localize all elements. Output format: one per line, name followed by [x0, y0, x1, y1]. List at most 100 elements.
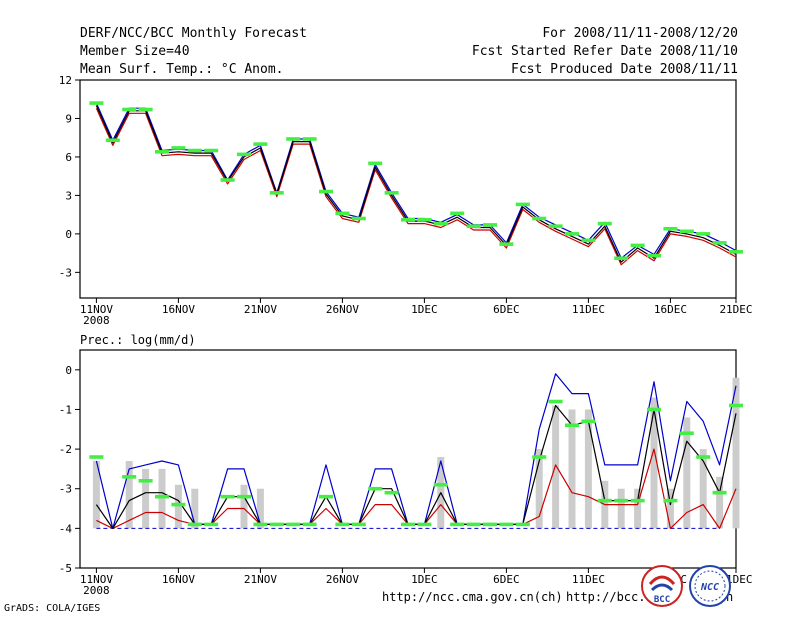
precip-bar — [256, 488, 264, 529]
marker-dash — [319, 189, 333, 194]
y-tick-label: -4 — [59, 522, 73, 535]
marker-dash — [532, 216, 547, 221]
x-tick-label: 1DEC — [411, 303, 438, 316]
x-tick-label: 1DEC — [411, 573, 438, 586]
marker-dash — [597, 498, 612, 503]
marker-dash — [269, 191, 284, 195]
precip-bar — [584, 409, 592, 529]
marker-dash — [89, 455, 104, 459]
marker-dash — [384, 191, 399, 195]
marker-dash — [302, 522, 317, 527]
plot-frame — [79, 349, 737, 569]
marker-dash — [302, 137, 317, 141]
marker-dash — [204, 522, 219, 527]
marker-dash — [499, 522, 514, 527]
marker-dash — [138, 479, 153, 483]
precip-bar — [650, 397, 658, 529]
plot-frame — [79, 79, 737, 299]
logos: BCC NCC — [641, 565, 731, 607]
precip-bar — [174, 484, 182, 529]
x-tick-label: 11DEC — [572, 573, 605, 586]
x-tick-label: 6DEC — [493, 303, 520, 316]
marker-dash — [696, 455, 711, 459]
variable-label: Mean Surf. Temp.: °C Anom. — [80, 62, 284, 77]
marker-dash — [417, 522, 432, 527]
marker-dash — [515, 202, 530, 207]
marker-dash — [614, 256, 629, 261]
marker-dash — [712, 490, 727, 495]
marker-dash — [630, 498, 645, 503]
marker-dash — [647, 253, 661, 258]
marker-dash — [105, 138, 120, 143]
x-tick-label: 11NOV — [80, 573, 113, 586]
precip-bar — [535, 449, 543, 529]
x-tick-label: 16DEC — [654, 303, 687, 316]
precip-bar — [240, 484, 248, 529]
marker-dash — [187, 148, 202, 153]
marker-dash — [581, 419, 596, 424]
y-tick-label: 12 — [59, 74, 72, 87]
marker-dash — [286, 137, 301, 141]
marker-dash — [729, 250, 743, 254]
series-mean-line — [95, 105, 737, 263]
forecast-started: Fcst Started Refer Date 2008/11/10 — [471, 44, 738, 59]
ncc-url[interactable]: http://ncc.cma.gov.cn(ch) — [382, 590, 563, 604]
forecast-produced: Fcst Produced Date 2008/11/11 — [511, 62, 738, 77]
marker-dash — [663, 498, 678, 503]
marker-dash — [630, 243, 645, 248]
marker-dash — [319, 494, 333, 499]
marker-dash — [368, 161, 383, 166]
marker-dash — [187, 522, 202, 527]
panel-temperature: 12 9 6 3 0 -3 11NOV 16NOV 21NOV 26NOV 1DEC 6DEC 11DE… — [59, 74, 753, 327]
marker-dash — [515, 522, 530, 527]
x-tick-label: 16NOV — [162, 573, 195, 586]
marker-dash — [483, 223, 497, 227]
marker-dash — [433, 482, 448, 487]
y-tick-label: 9 — [65, 112, 72, 125]
series-max-line — [95, 102, 737, 259]
x-tick-label: 21DEC — [719, 303, 752, 316]
y-tick-label: 0 — [65, 228, 72, 241]
y-tick-label: -1 — [59, 403, 72, 416]
marker-dash — [286, 522, 301, 527]
marker-dash — [368, 486, 383, 491]
member-size: Member Size=40 — [80, 44, 190, 59]
x-tick-label: 26NOV — [326, 573, 359, 586]
marker-dash — [679, 431, 694, 436]
grads-credit: GrADS: COLA/IGES — [4, 603, 101, 614]
marker-dash — [417, 217, 432, 222]
precip-bar — [666, 488, 674, 529]
marker-dash — [581, 238, 596, 243]
x-year-label: 2008 — [83, 584, 110, 597]
marker-dash — [466, 224, 481, 228]
precip-bar — [683, 417, 691, 529]
marker-dash — [647, 407, 661, 412]
marker-dash — [663, 226, 678, 231]
marker-dash — [335, 211, 350, 216]
marker-dash — [499, 242, 514, 246]
x-tick-label: 11NOV — [80, 303, 113, 316]
y-tick-label: -3 — [59, 266, 72, 279]
marker-dash — [450, 522, 465, 527]
marker-dash — [351, 522, 366, 527]
marker-dash — [269, 522, 284, 527]
bcc-url[interactable]: http://bcc.c — [566, 590, 653, 604]
y-tick-label: 6 — [65, 151, 72, 164]
marker-dash — [89, 101, 104, 105]
y-tick-label: -5 — [59, 562, 72, 575]
precip-bar — [92, 460, 100, 529]
precip-bar — [732, 377, 740, 529]
precip-bar — [568, 409, 576, 529]
marker-dash — [237, 152, 251, 157]
marker-dash — [122, 475, 137, 479]
marker-dash — [253, 142, 268, 146]
marker-dash — [597, 221, 612, 226]
ncc-logo-text: NCC — [700, 582, 719, 593]
forecast-period: For 2008/11/11-2008/12/20 — [542, 26, 738, 41]
marker-dash — [351, 216, 366, 221]
marker-dash — [155, 494, 169, 499]
precip-bar — [125, 460, 133, 529]
marker-dash — [433, 221, 448, 226]
marker-dash — [565, 232, 579, 236]
